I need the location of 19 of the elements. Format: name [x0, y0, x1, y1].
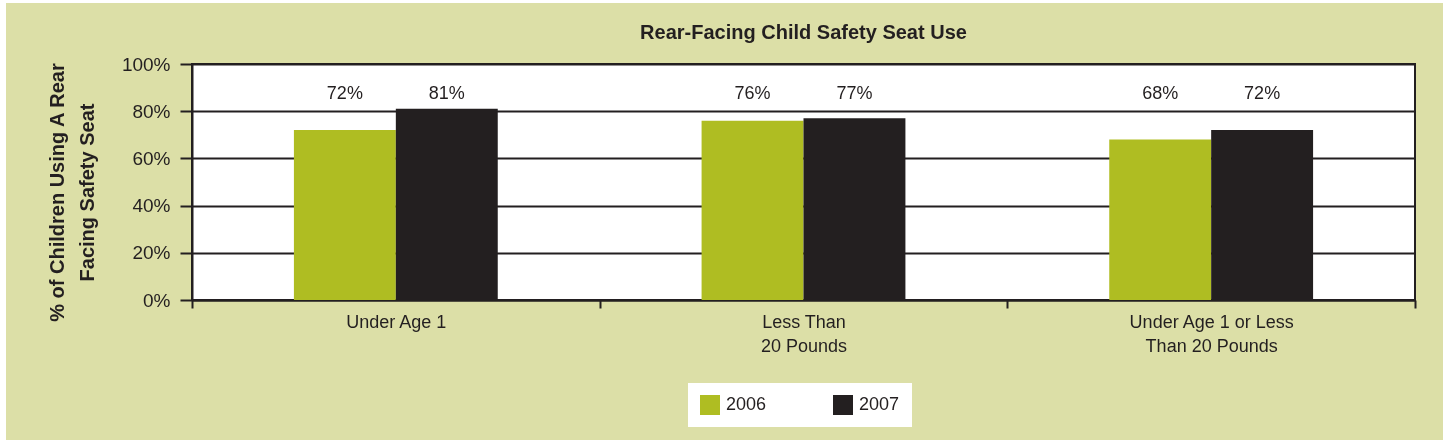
data-label: 77% [836, 83, 873, 103]
y-tick-label: 40% [132, 195, 171, 217]
y-tick-label: 0% [143, 289, 171, 311]
legend-label: 2006 [726, 394, 767, 414]
data-label: 72% [326, 83, 363, 103]
x-tick-label: Under Age 1 [346, 311, 447, 332]
y-tick-label: 60% [132, 147, 171, 169]
y-axis-title: % of Children Using A Rear Facing Safety Seat [45, 63, 98, 322]
y-tick-label: 80% [132, 100, 171, 122]
data-label: 72% [1244, 83, 1281, 103]
data-label: 76% [734, 83, 771, 103]
y-tick-label: 20% [132, 242, 171, 264]
x-tick-label: Less Than 20 Pounds [760, 311, 848, 356]
data-label: 81% [428, 83, 465, 103]
data-label: 68% [1142, 83, 1179, 103]
y-tick-label: 100% [121, 53, 171, 75]
legend-label: 2007 [859, 394, 900, 414]
chart-title: Rear-Facing Child Safety Seat Use [640, 21, 967, 43]
x-tick-label: Under Age 1 or Less Than 20 Pounds [1129, 311, 1294, 356]
